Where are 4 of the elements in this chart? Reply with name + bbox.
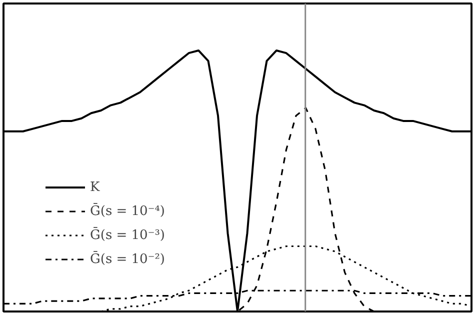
legend-label: K <box>90 180 101 194</box>
legend-label: Ḡ(s = 10⁻⁴) <box>90 204 165 218</box>
legend-label: Ḡ(s = 10⁻²) <box>90 252 165 266</box>
legend-label: Ḡ(s = 10⁻³) <box>90 228 165 242</box>
